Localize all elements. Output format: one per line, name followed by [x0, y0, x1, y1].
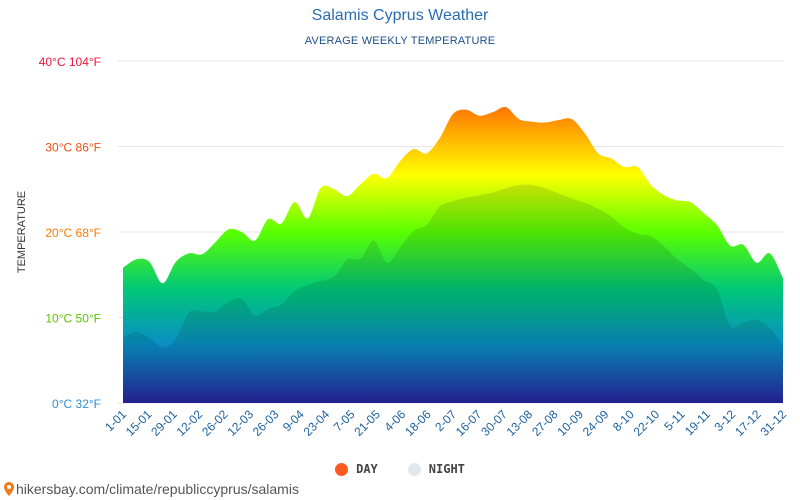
- x-tick-label: 15-01: [123, 407, 155, 439]
- y-tick-label: 30°C 86°F: [45, 141, 101, 155]
- chart-title: Salamis Cyprus Weather: [311, 7, 489, 24]
- legend-night-dot-icon: [407, 462, 421, 476]
- x-tick-label: 30-07: [478, 407, 510, 439]
- chart-subtitle: AVERAGE WEEKLY TEMPERATURE: [304, 35, 496, 47]
- x-tick-label: 22-10: [631, 407, 663, 439]
- y-axis-label: TEMPERATURE: [16, 191, 28, 273]
- y-tick-label: 0°C 32°F: [52, 397, 101, 411]
- legend-item-night[interactable]: NIGHT: [407, 462, 465, 476]
- source-footer: hikersbay.com/climate/republiccyprus/sal…: [4, 481, 299, 497]
- legend-item-day[interactable]: DAY: [335, 462, 378, 476]
- map-pin-icon: [4, 482, 14, 496]
- x-tick-label: 18-06: [402, 407, 434, 439]
- x-tick-label: 27-08: [529, 407, 561, 439]
- x-tick-label: 19-11: [682, 407, 713, 438]
- x-tick-label: 10-09: [554, 407, 586, 439]
- x-tick-label: 26-02: [199, 407, 231, 439]
- x-tick-label: 21-05: [351, 407, 383, 439]
- x-tick-label: 31-12: [758, 407, 790, 439]
- legend-day-label: DAY: [356, 462, 378, 476]
- y-tick-label: 20°C 68°F: [45, 226, 101, 240]
- legend-night-label: NIGHT: [428, 462, 465, 476]
- x-tick-label: 23-04: [301, 407, 333, 439]
- x-tick-label: 29-01: [148, 407, 180, 439]
- y-tick-label: 10°C 50°F: [45, 312, 101, 326]
- x-tick-label: 17-12: [732, 407, 764, 439]
- x-tick-label: 12-02: [174, 407, 206, 439]
- source-link[interactable]: hikersbay.com/climate/republiccyprus/sal…: [16, 481, 299, 497]
- x-tick-label: 12-03: [224, 407, 256, 439]
- x-tick-label: 24-09: [580, 407, 612, 439]
- night-series-shade: [123, 184, 783, 403]
- y-tick-label: 40°C 104°F: [39, 55, 101, 69]
- chart-legend: DAY NIGHT: [0, 462, 800, 476]
- x-tick-label: 16-07: [453, 407, 485, 439]
- x-tick-label: 13-08: [504, 407, 536, 439]
- night-series-area: [123, 184, 783, 403]
- x-tick-label: 26-03: [250, 407, 282, 439]
- legend-day-dot-icon: [335, 462, 349, 476]
